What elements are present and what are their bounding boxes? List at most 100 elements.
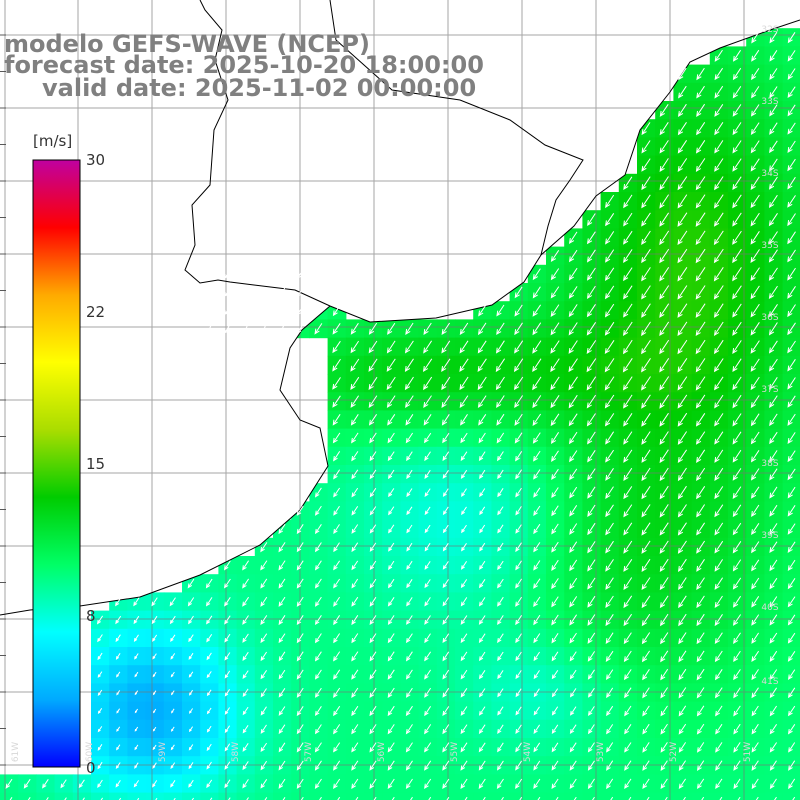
wind-arrow <box>424 579 431 589</box>
wind-arrow <box>479 488 486 498</box>
wind-arrow <box>533 596 541 608</box>
wind-arrow <box>713 267 724 282</box>
wind-arrow <box>623 559 633 572</box>
wind-arrow <box>515 778 523 789</box>
wind-arrow <box>278 633 286 644</box>
wind-arrow <box>677 339 688 355</box>
wind-arrow <box>97 761 103 770</box>
wind-arrow <box>551 468 559 480</box>
wind-arrow <box>496 432 505 444</box>
wind-arrow <box>660 742 668 753</box>
wind-arrow <box>587 522 596 536</box>
wind-arrow <box>569 577 578 590</box>
wind-arrow <box>478 597 486 607</box>
wind-arrow <box>641 504 651 518</box>
wind-speed-cell <box>691 792 711 800</box>
wind-arrow <box>732 212 742 227</box>
wind-arrow <box>134 726 139 732</box>
wind-arrow <box>242 596 250 607</box>
wind-arrow <box>278 542 286 553</box>
wind-arrow <box>569 760 577 771</box>
wind-speed-cell <box>400 792 420 800</box>
wind-arrow <box>405 742 413 753</box>
lat-label: 35S <box>761 241 779 251</box>
wind-arrow <box>152 671 157 678</box>
wind-arrow <box>586 322 597 336</box>
wind-arrow <box>713 303 724 318</box>
wind-arrow <box>787 322 796 336</box>
wind-arrow <box>351 524 359 534</box>
wind-arrow <box>569 450 578 463</box>
wind-arrow <box>115 615 122 625</box>
wind-arrow <box>242 706 249 716</box>
wind-arrow <box>787 195 796 208</box>
wind-speed-cell <box>637 792 656 800</box>
wind-arrow <box>97 726 103 733</box>
wind-arrow <box>551 670 559 680</box>
wind-arrow <box>97 744 103 751</box>
wind-arrow <box>610 796 614 800</box>
wind-arrow <box>568 286 578 299</box>
wind-arrow <box>296 651 304 662</box>
wind-arrow <box>677 431 688 445</box>
wind-arrow <box>497 670 504 680</box>
wind-arrow <box>677 140 688 154</box>
wind-arrow <box>260 688 267 698</box>
wind-speed-cell <box>618 792 638 800</box>
wind-arrow <box>351 760 359 771</box>
wind-arrow <box>5 778 13 789</box>
wind-arrow <box>479 542 486 552</box>
wind-arrow <box>278 596 286 607</box>
wind-arrow <box>714 559 724 572</box>
coastline-north <box>184 0 800 323</box>
wind-arrow <box>442 669 450 680</box>
wind-arrow <box>586 231 596 245</box>
wind-arrow <box>515 615 523 626</box>
wind-arrow <box>787 267 796 281</box>
wind-arrow <box>750 395 760 409</box>
wind-arrow <box>441 414 450 426</box>
wind-arrow <box>152 762 157 769</box>
wind-arrow <box>460 669 468 680</box>
wind-arrow <box>206 689 212 697</box>
wind-arrow <box>659 212 670 227</box>
wind-arrow <box>387 432 395 444</box>
wind-arrow <box>623 613 633 627</box>
wind-arrow <box>587 687 595 698</box>
wind-arrow <box>750 486 760 499</box>
colorbar <box>32 159 81 768</box>
wind-arrow <box>369 469 377 480</box>
wind-arrow <box>497 633 504 644</box>
wind-arrow <box>314 778 322 789</box>
wind-arrow <box>60 779 67 789</box>
wind-arrow <box>737 796 741 800</box>
wind-arrow <box>641 431 651 445</box>
wind-speed-cell <box>436 792 456 800</box>
wind-arrow <box>641 248 651 264</box>
wind-arrow <box>278 269 286 280</box>
wind-arrow <box>641 595 651 609</box>
wind-arrow <box>97 708 103 715</box>
wind-arrow <box>169 615 176 625</box>
wind-arrow <box>532 395 542 409</box>
wind-arrow <box>134 653 139 660</box>
wind-arrow <box>133 597 140 607</box>
wind-arrow <box>641 230 651 245</box>
wind-arrow <box>733 669 741 681</box>
wind-arrow <box>714 595 723 608</box>
wind-arrow <box>568 231 578 245</box>
wind-arrow <box>97 671 103 678</box>
wind-arrow <box>551 541 559 553</box>
wind-arrow <box>696 595 705 609</box>
wind-arrow <box>478 724 486 735</box>
wind-arrow <box>641 412 651 427</box>
wind-arrow <box>97 779 103 788</box>
wind-arrow <box>369 524 377 534</box>
wind-arrow <box>333 615 341 626</box>
wind-arrow <box>695 176 706 191</box>
wind-arrow <box>769 140 778 154</box>
wind-arrow <box>769 559 778 572</box>
wind-arrow <box>787 395 796 408</box>
wind-arrow <box>788 742 796 753</box>
